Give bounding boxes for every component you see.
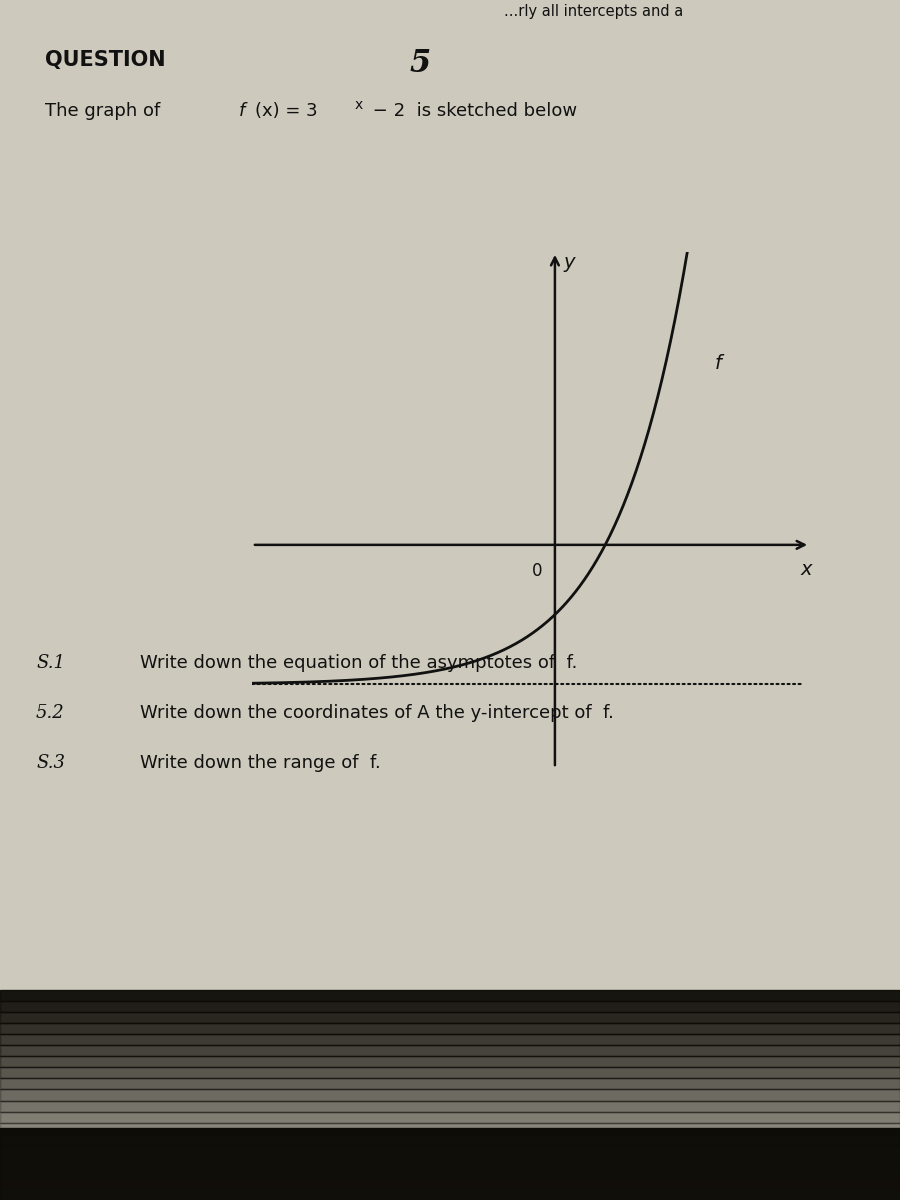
- Text: − 2  is sketched below: − 2 is sketched below: [367, 102, 577, 120]
- Text: f: f: [715, 354, 722, 373]
- Text: The graph of: The graph of: [45, 102, 166, 120]
- Text: S.1: S.1: [36, 654, 65, 672]
- Text: y: y: [563, 253, 575, 272]
- Text: 5: 5: [410, 48, 431, 79]
- Text: 5.2: 5.2: [36, 704, 65, 722]
- Text: Write down the coordinates of A the y-intercept of  f.: Write down the coordinates of A the y-in…: [140, 704, 614, 722]
- Text: x: x: [800, 559, 812, 578]
- Text: QUESTION: QUESTION: [45, 50, 173, 71]
- Text: x: x: [355, 98, 363, 113]
- Text: Write down the range of  f.: Write down the range of f.: [140, 754, 380, 772]
- Text: ...rly all intercepts and a: ...rly all intercepts and a: [504, 4, 683, 18]
- Text: f: f: [238, 102, 245, 120]
- Text: S.3: S.3: [36, 754, 65, 772]
- Text: Write down the equation of the asymptotes of  f.: Write down the equation of the asymptote…: [140, 654, 577, 672]
- Text: (x) = 3: (x) = 3: [255, 102, 318, 120]
- Text: 0: 0: [532, 563, 543, 581]
